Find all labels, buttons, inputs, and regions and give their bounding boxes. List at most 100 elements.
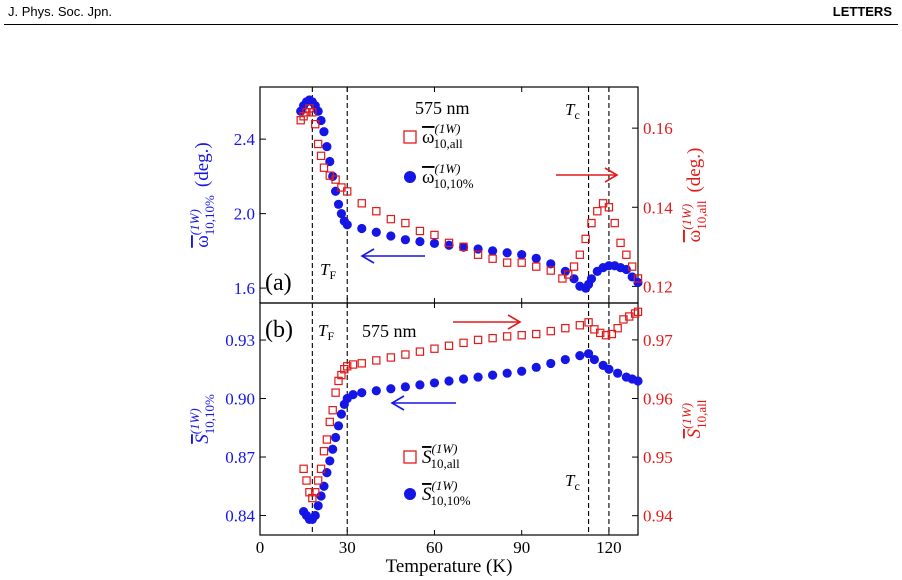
axis-label-symbol: S: [684, 428, 705, 438]
data-point: [531, 253, 541, 263]
data-point: [313, 106, 323, 116]
section-label: LETTERS: [832, 4, 892, 19]
arrow-left-head: [360, 248, 375, 264]
right-axis-label: ω(1W)10,all (deg.): [679, 148, 709, 243]
panel-a: 1.62.02.40.120.140.16ω(1W)10,10%(deg.)ω(…: [187, 86, 709, 304]
tf-label: TF: [320, 260, 336, 282]
data-point: [331, 432, 341, 443]
right-tick-label: 0.95: [643, 448, 673, 467]
data-point: [328, 444, 338, 454]
data-point: [459, 242, 468, 252]
data-point: [546, 326, 555, 336]
data-point: [319, 127, 329, 137]
data-point: [517, 366, 527, 376]
data-point: [322, 435, 332, 444]
x-tick-label: 30: [339, 538, 356, 557]
data-point: [564, 270, 573, 279]
axis-label-unit: (deg.): [192, 142, 213, 187]
data-point: [371, 386, 381, 396]
data-point: [328, 406, 337, 415]
data-point: [415, 380, 425, 390]
data-point: [531, 362, 541, 372]
data-point: [302, 476, 311, 485]
left-tick-label: 2.0: [234, 205, 255, 224]
x-tick-label: 0: [256, 538, 265, 557]
right-tick-label: 0.96: [643, 389, 673, 408]
data-point: [299, 464, 308, 473]
tc-label-main: T: [565, 471, 576, 490]
left-tick-label: 0.90: [225, 390, 255, 409]
data-point: [613, 323, 622, 333]
data-point: [575, 250, 585, 259]
legend-symbol: ω: [422, 127, 435, 148]
legend-sup: (1W): [432, 478, 458, 493]
right-tick-label: 0.12: [643, 277, 673, 296]
data-point: [625, 312, 634, 321]
axis-label-sub: 10,all: [694, 200, 709, 230]
data-point: [583, 349, 594, 359]
data-point: [372, 356, 381, 365]
data-point: [595, 328, 605, 338]
data-point: [336, 409, 347, 419]
data-point: [488, 246, 498, 256]
axis-label-unit: (deg.): [684, 148, 705, 193]
data-point: [458, 374, 469, 384]
arrow-left-head: [390, 395, 405, 411]
axis-label-sub: 10,10%: [202, 195, 217, 235]
panel-label: (b): [265, 317, 293, 343]
tc-label-main: T: [565, 100, 576, 119]
legend-symbol: ω: [422, 167, 435, 188]
data-point: [586, 274, 597, 284]
data-point: [517, 258, 526, 267]
data-point: [488, 370, 498, 380]
data-point: [459, 338, 468, 348]
data-point: [633, 376, 643, 386]
data-point: [488, 254, 497, 263]
x-axis: 0 30 60 90 120 Temperature (K): [256, 538, 622, 577]
data-point: [581, 234, 590, 244]
x-tick-label: 90: [513, 538, 530, 557]
data-point: [337, 370, 346, 380]
axis-label-sub: 10,10%: [202, 394, 217, 434]
journal-name: J. Phys. Soc. Jpn.: [8, 4, 113, 19]
tf-label: TF: [318, 321, 334, 343]
legend-symbol: S: [422, 447, 432, 468]
data-point: [357, 359, 366, 368]
data-point: [633, 307, 643, 316]
data-point: [319, 481, 329, 491]
data-point: [444, 238, 454, 248]
series-blue-circles: [299, 349, 643, 525]
legend-sup: (1W): [435, 161, 461, 176]
data-point: [444, 341, 454, 350]
data-point: [488, 333, 497, 343]
data-point: [502, 332, 512, 341]
legend-label: ω(1W) 10,10%: [422, 161, 474, 191]
data-point: [604, 203, 614, 212]
data-point: [429, 378, 440, 388]
data-point: [308, 493, 317, 503]
data-point: [532, 329, 541, 339]
data-point: [316, 464, 326, 473]
wavelength-label: 575 nm: [415, 98, 470, 118]
right-axis-label: S(1W)10,all: [679, 399, 709, 438]
data-point: [517, 331, 526, 340]
arrow-right-head: [507, 314, 522, 330]
panel-b: 0.840.870.900.930.940.950.960.97S(1W)10,…: [187, 302, 709, 536]
tf-label-main: T: [318, 321, 329, 340]
legend-marker-circle: [404, 171, 416, 183]
data-point: [357, 223, 367, 234]
data-point: [415, 236, 425, 247]
data-point: [601, 331, 611, 340]
data-point: [386, 384, 396, 394]
data-point: [348, 390, 358, 400]
data-point: [334, 376, 343, 386]
header-rule: [4, 24, 898, 25]
data-point: [313, 501, 323, 511]
data-point: [401, 218, 410, 228]
series-red-squares: [299, 307, 643, 503]
left-tick-label: 0.93: [225, 331, 255, 350]
left-axis-label: S(1W)10,10%: [187, 394, 217, 444]
data-point: [357, 199, 366, 208]
left-tick-label: 2.4: [234, 130, 256, 149]
